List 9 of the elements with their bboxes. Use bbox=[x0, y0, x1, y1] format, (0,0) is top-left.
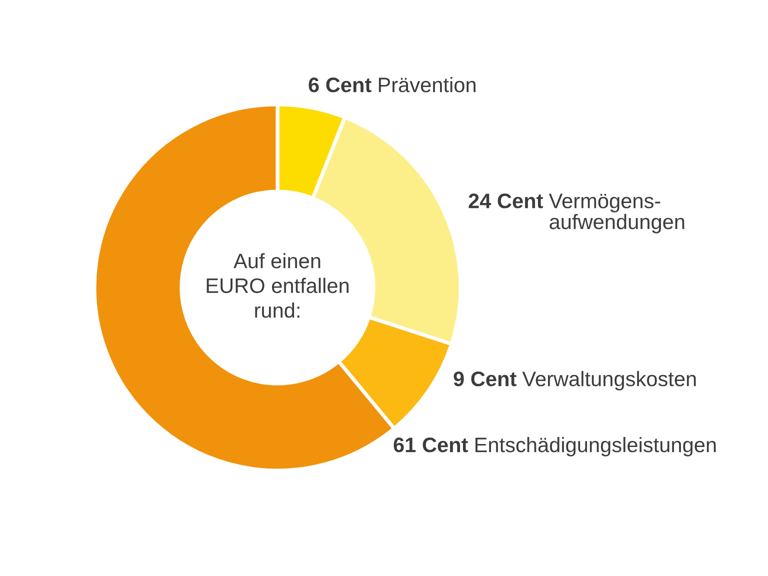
data-label: 6 Cent bbox=[308, 78, 372, 92]
slice-label: Verwaltungskosten bbox=[522, 371, 696, 390]
data-label: 61 Cent bbox=[394, 438, 468, 452]
slice-label: Prävention bbox=[378, 77, 476, 92]
data-label: 24 Cent bbox=[468, 194, 543, 208]
slice-label: Entschädigungsleistungen bbox=[476, 437, 716, 456]
data-label: 9 Cent bbox=[454, 372, 516, 386]
slice-label: Vermögens- aufwendungen bbox=[548, 194, 684, 234]
text: Auf einen EURO entfallen rund: bbox=[206, 253, 349, 318]
